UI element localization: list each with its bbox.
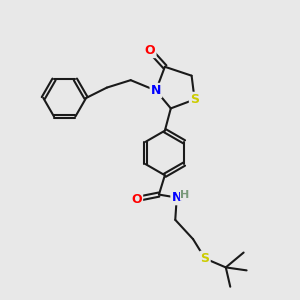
Text: O: O bbox=[131, 193, 142, 206]
Text: S: S bbox=[200, 252, 209, 265]
Text: O: O bbox=[145, 44, 155, 57]
Text: N: N bbox=[151, 84, 161, 97]
Text: H: H bbox=[180, 190, 190, 200]
Text: S: S bbox=[190, 93, 199, 106]
Text: N: N bbox=[172, 191, 182, 204]
